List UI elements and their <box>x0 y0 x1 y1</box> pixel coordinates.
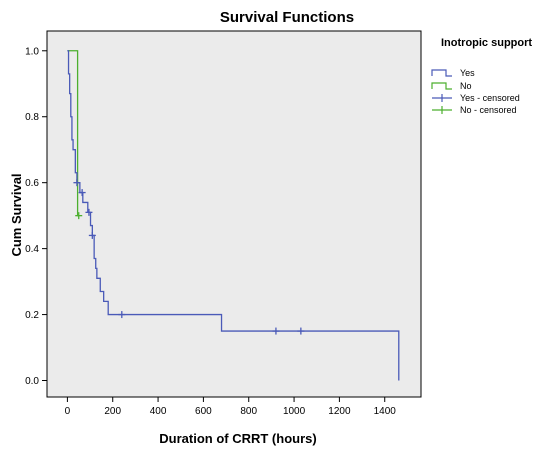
censor-mark-yes <box>88 231 96 239</box>
x-tick-label: 400 <box>150 406 167 417</box>
censor-mark-yes <box>78 189 86 197</box>
x-tick-label: 0 <box>65 406 71 417</box>
y-tick-label: 0.2 <box>25 310 39 321</box>
censor-mark-yes <box>85 208 93 216</box>
y-tick-label: 1.0 <box>25 46 39 57</box>
legend-entry: No <box>431 81 472 91</box>
x-tick-label: 200 <box>104 406 121 417</box>
x-axis: 0 200 400 600 800 1000 1200 1400 <box>65 397 397 417</box>
y-tick-label: 0.6 <box>25 178 39 189</box>
legend-entry: Yes - censored <box>432 93 520 103</box>
legend-title: Inotropic support <box>441 37 532 49</box>
legend-swatch <box>431 69 452 77</box>
x-tick-label: 600 <box>195 406 212 417</box>
legend-label: Yes - censored <box>460 93 520 103</box>
legend-label: Yes <box>460 68 475 78</box>
y-tick-label: 0.0 <box>25 376 39 387</box>
x-axis-label: Duration of CRRT (hours) <box>159 431 316 446</box>
y-tick-label: 0.4 <box>25 244 39 255</box>
censor-mark-yes <box>73 179 81 187</box>
legend-entry: No - censored <box>432 105 517 115</box>
legend-swatch <box>431 82 452 90</box>
x-tick-label: 800 <box>240 406 257 417</box>
y-axis: 0.0 0.2 0.4 0.6 0.8 1.0 <box>25 46 47 387</box>
censor-mark-yes <box>272 327 280 335</box>
x-tick-label: 1200 <box>328 406 351 417</box>
y-tick-label: 0.8 <box>25 112 39 123</box>
plot-area <box>46 30 422 398</box>
series-layer <box>67 50 400 381</box>
legend-label: No <box>460 81 472 91</box>
censor-mark-no <box>75 212 83 220</box>
censor-mark-yes <box>297 327 305 335</box>
x-tick-label: 1000 <box>283 406 306 417</box>
legend-entry: Yes <box>431 68 475 78</box>
chart-title: Survival Functions <box>220 9 354 26</box>
x-tick-label: 1400 <box>374 406 397 417</box>
censor-mark-yes <box>118 311 126 319</box>
legend-label: No - censored <box>460 105 517 115</box>
y-axis-label: Cum Survival <box>9 173 24 256</box>
legend: Inotropic support Yes No Yes - censored No … <box>431 37 532 115</box>
